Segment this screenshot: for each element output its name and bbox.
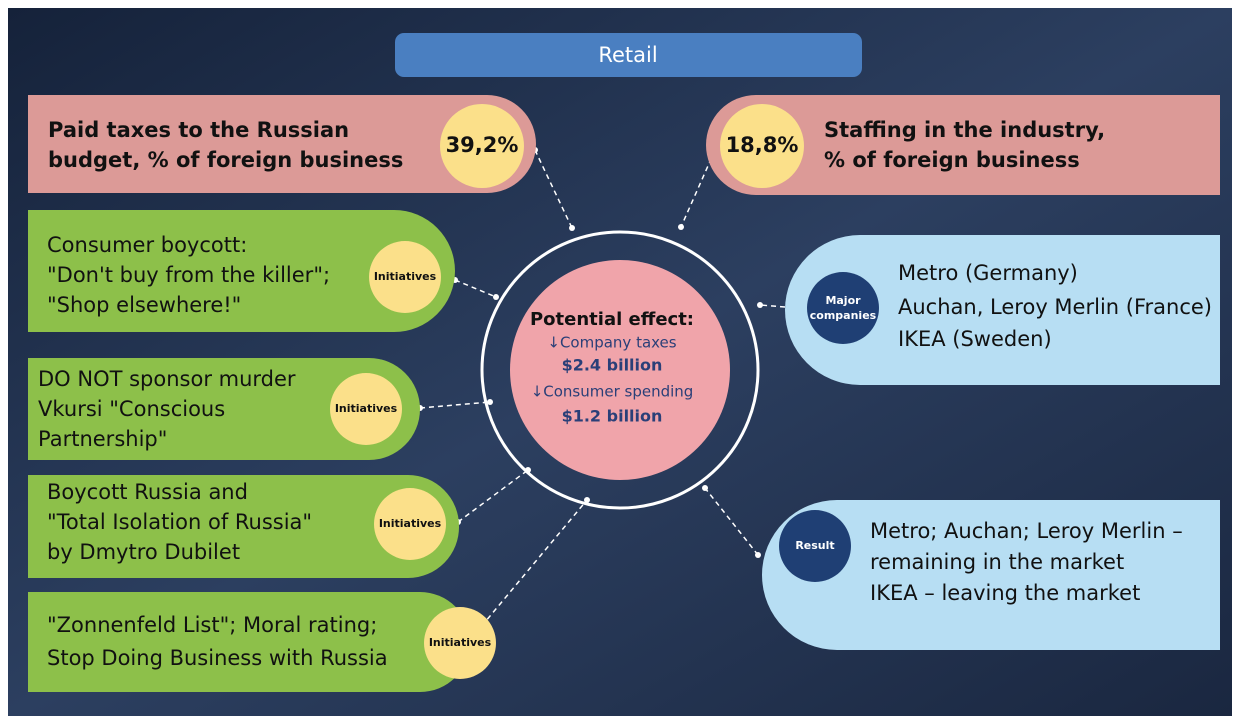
infographic: Retail Paid taxes to the Russian budget,… <box>0 0 1239 724</box>
center-line: ↓Consumer spending <box>531 383 694 401</box>
center-title: Potential effect: <box>530 309 694 330</box>
companies-line: IKEA (Sweden) <box>898 327 1052 351</box>
initiative-line: Boycott Russia and <box>47 480 248 504</box>
initiative-line: "Total Isolation of Russia" <box>47 510 312 534</box>
initiative-line: Consumer boycott: <box>47 233 247 257</box>
metric-label: Paid taxes to the Russian <box>48 118 349 142</box>
metric-label: budget, % of foreign business <box>48 148 403 172</box>
initiative-line: DO NOT sponsor murder <box>38 367 296 391</box>
initiative-line: Partnership" <box>38 427 167 451</box>
center-line: ↓Company taxes <box>547 334 676 352</box>
metric-label: Staffing in the industry, <box>824 118 1105 142</box>
metric-value: 39,2% <box>446 133 519 157</box>
center-line: $1.2 billion <box>562 407 663 426</box>
page: {"header": {"title": "Retail"}, "metrics… <box>0 0 1239 724</box>
initiative-line: by Dmytro Dubilet <box>47 540 240 564</box>
initiative-badge-label: Initiatives <box>429 636 492 649</box>
initiative-line: "Don't buy from the killer"; <box>47 263 330 287</box>
initiative-line: "Zonnenfeld List"; Moral rating; <box>47 613 377 637</box>
initiative-badge-label: Initiatives <box>379 517 442 530</box>
initiative-box <box>28 592 470 692</box>
result-line: IKEA – leaving the market <box>870 581 1140 605</box>
companies-badge-label: Major <box>825 294 861 307</box>
initiative-line: Stop Doing Business with Russia <box>47 646 388 670</box>
initiative-line: Vkursi "Conscious <box>38 397 225 421</box>
result-line: remaining in the market <box>870 550 1124 574</box>
result-line: Metro; Auchan; Leroy Merlin – <box>870 519 1183 543</box>
initiative-badge-label: Initiatives <box>374 270 437 283</box>
companies-line: Auchan, Leroy Merlin (France) <box>898 295 1212 319</box>
companies-badge-label: companies <box>810 309 877 322</box>
center-line: $2.4 billion <box>562 356 663 375</box>
result-badge-label: Result <box>795 539 834 552</box>
metric-label: % of foreign business <box>824 148 1080 172</box>
companies-line: Metro (Germany) <box>898 261 1078 285</box>
initiative-line: "Shop elsewhere!" <box>47 293 241 317</box>
metric-value: 18,8% <box>726 133 799 157</box>
title: Retail <box>598 43 657 67</box>
companies-badge <box>807 272 879 344</box>
initiative-badge-label: Initiatives <box>335 402 398 415</box>
